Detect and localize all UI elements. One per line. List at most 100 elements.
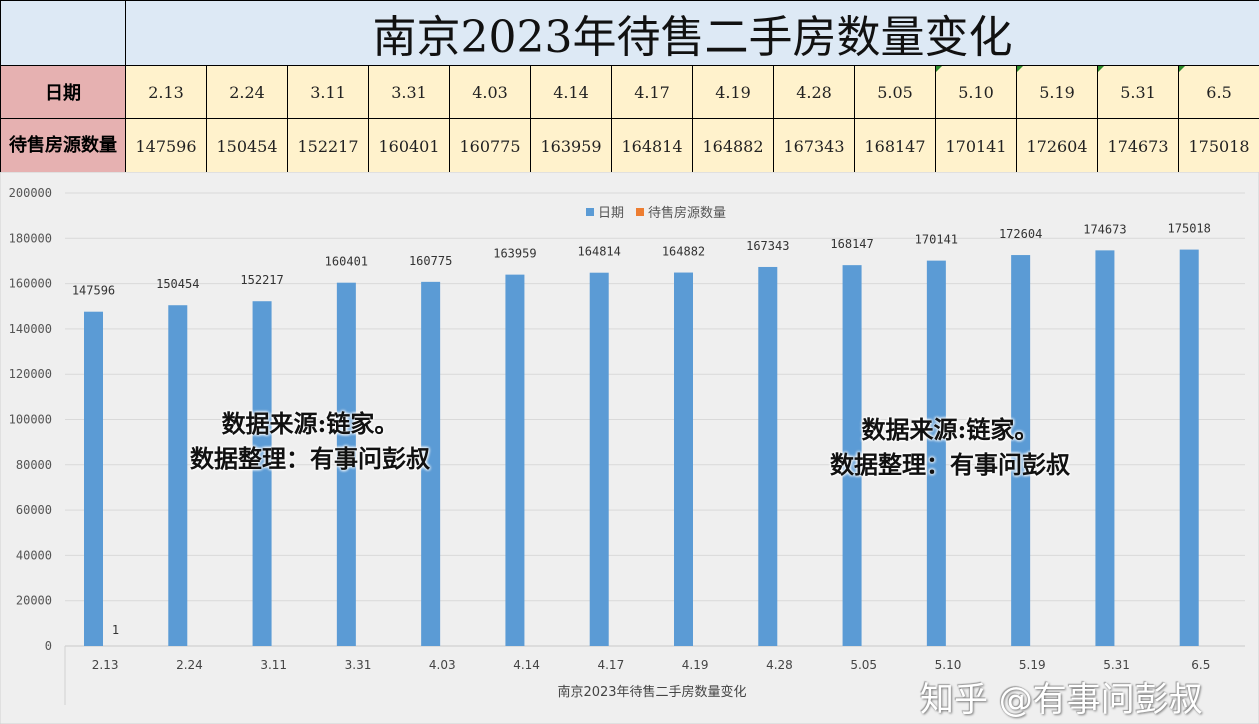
x-tick-label: 2.13 [92,658,119,672]
bar-date [842,265,862,646]
annotation-line: 数据整理：有事问彭叔 [830,450,1070,479]
date-text: 4.28 [796,82,832,102]
y-tick-label: 0 [45,639,52,653]
legend-label: 日期 [598,206,624,221]
bar-date [1011,255,1031,646]
x-axis-title: 南京2023年待售二手房数量变化 [557,684,746,700]
y-tick-label: 40000 [16,548,52,562]
bar-date [252,301,272,646]
annotation-line: 数据来源:链家。 [861,415,1039,444]
watermark: 知乎 @有事问彭叔 [920,680,1203,720]
error-indicator-icon [936,66,942,72]
y-tick-label: 140000 [9,322,52,336]
date-text: 6.5 [1206,82,1232,102]
data-label: 147596 [72,284,115,298]
error-indicator-icon [1179,66,1185,72]
bar-date [926,260,946,646]
count-cell: 170141 [935,118,1017,174]
date-text: 2.13 [148,82,184,102]
data-label: 150454 [156,277,199,291]
date-cell: 3.31 [368,65,450,119]
data-label: 1 [112,623,119,637]
x-tick-label: 3.11 [260,658,287,672]
date-cell: 3.11 [287,65,369,119]
bar-date [1095,250,1115,646]
data-label: 164882 [662,245,705,259]
count-cell: 160775 [449,118,531,174]
data-label: 170141 [915,233,958,247]
date-cell: 6.5 [1177,65,1259,119]
date-text: 3.11 [310,82,346,102]
data-label: 172604 [999,227,1042,241]
count-cell: 164882 [692,118,774,174]
bar-date [421,281,441,646]
count-cell: 164814 [611,118,693,174]
count-cell: 160401 [368,118,450,174]
data-table: 南京2023年待售二手房数量变化 日期 2.13 2.24 3.11 3.31 4.03 4… [0,0,1259,174]
date-text: 4.03 [472,82,508,102]
date-cell: 4.19 [692,65,774,119]
bar-date [336,282,356,646]
date-text: 5.31 [1120,82,1156,102]
corner-cell [0,0,126,66]
data-label: 168147 [830,237,873,251]
bar-date [674,272,693,646]
data-label: 160775 [409,254,452,268]
bar-date [505,274,525,646]
error-indicator-icon [1017,66,1023,72]
date-cell: 4.17 [611,65,693,119]
y-tick-label: 100000 [9,413,52,427]
date-header: 日期 [0,65,126,119]
date-cell: 5.05 [854,65,936,119]
data-label: 163959 [493,247,536,261]
date-text: 2.24 [229,82,265,102]
legend-swatch-icon [586,208,594,216]
count-cell: 150454 [206,118,288,174]
data-label: 167343 [746,239,789,253]
data-label: 152217 [240,273,283,287]
x-tick-label: 4.14 [513,658,540,672]
x-tick-label: 2.24 [176,658,203,672]
y-tick-label: 180000 [9,231,52,245]
count-cell: 167343 [773,118,855,174]
x-tick-label: 4.19 [682,658,709,672]
date-text: 4.17 [634,82,670,102]
date-text: 4.14 [553,82,589,102]
table-title: 南京2023年待售二手房数量变化 [124,0,1259,66]
data-label: 164814 [578,245,621,259]
date-cell: 2.13 [125,65,207,119]
legend-label: 待售房源数量 [648,205,726,221]
x-tick-label: 5.10 [935,658,962,672]
legend-swatch-icon [636,208,644,216]
x-tick-label: 5.19 [1019,658,1046,672]
data-label: 174673 [1083,222,1126,236]
x-tick-label: 6.5 [1191,658,1210,672]
date-text: 5.10 [958,82,994,102]
date-cell: 4.03 [449,65,531,119]
date-cell: 5.31 [1097,65,1179,119]
y-tick-label: 60000 [16,503,52,517]
chart-background [0,172,1259,724]
annotation-line: 数据来源:链家。 [221,409,399,438]
x-tick-label: 4.17 [597,658,624,672]
y-tick-label: 20000 [16,594,52,608]
bar-date [758,266,778,646]
count-cell: 168147 [854,118,936,174]
y-tick-label: 120000 [9,367,52,381]
bar-chart: 0 20000 40000 60000 80000 100000 120000 140000 1… [0,172,1259,724]
date-text: 5.19 [1039,82,1075,102]
date-cell: 4.14 [530,65,612,119]
count-header: 待售房源数量 [0,118,126,174]
bar-date [1179,249,1199,646]
x-tick-label: 5.31 [1103,658,1130,672]
count-cell: 172604 [1016,118,1098,174]
count-cell: 147596 [125,118,207,174]
source-annotation-right: 数据来源:链家。数据整理：有事问彭叔 [830,412,1070,482]
source-annotation-left: 数据来源:链家。数据整理：有事问彭叔 [190,406,430,476]
date-cell: 4.28 [773,65,855,119]
annotation-line: 数据整理：有事问彭叔 [190,444,430,473]
y-tick-label: 200000 [9,186,52,200]
data-label: 175018 [1168,222,1211,236]
date-cell: 2.24 [206,65,288,119]
bar-date [168,305,188,646]
